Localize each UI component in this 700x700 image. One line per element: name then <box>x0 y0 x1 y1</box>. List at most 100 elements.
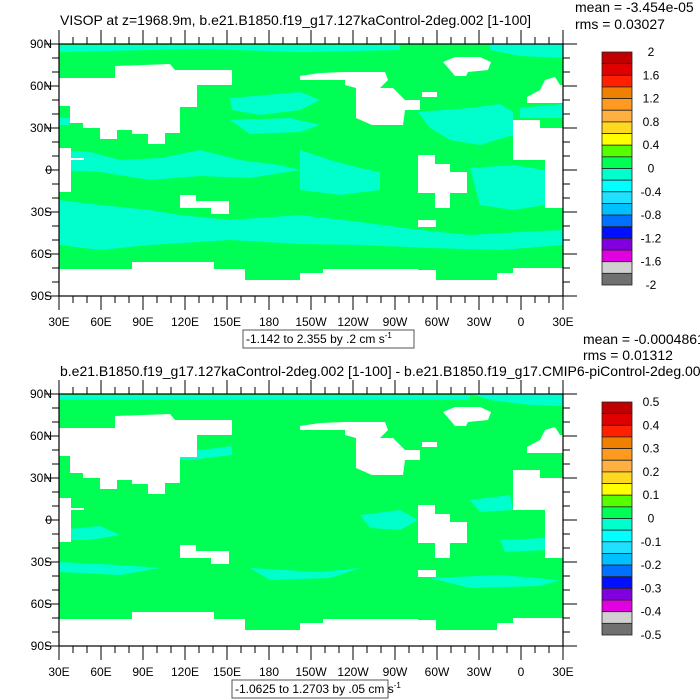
land-mask <box>180 195 229 214</box>
plot-title: VISOP at z=1968.9m, b.e21.B1850.f19_g17.… <box>60 12 531 28</box>
colorbar-box <box>601 272 633 286</box>
range-label-text: -1.142 to 2.355 by .2 cm s <box>246 332 385 346</box>
colorbar-box <box>601 518 633 531</box>
colorbar-label: -0.8 <box>641 208 662 222</box>
colorbar-box <box>601 471 633 484</box>
ocean-field-band <box>300 395 470 400</box>
colorbar-box <box>601 553 633 566</box>
land-mask <box>300 72 420 125</box>
ocean-field-band <box>418 104 513 145</box>
land-mask <box>418 505 467 558</box>
x-tick-label: 180 <box>259 315 279 329</box>
colorbar-box <box>601 401 633 415</box>
colorbar-box <box>601 237 633 251</box>
y-tick-label: 60S <box>31 247 52 261</box>
colorbar-label: -0.3 <box>641 581 662 595</box>
x-tick-label: 150E <box>213 315 241 329</box>
x-tick-label: 150W <box>295 315 327 329</box>
colorbar-box <box>601 121 633 134</box>
ocean-field-band <box>59 200 563 250</box>
land-mask <box>59 414 232 494</box>
x-tick-label: 90E <box>132 665 153 679</box>
y-tick-label: 60S <box>31 597 52 611</box>
colorbar-box <box>601 98 633 111</box>
colorbar-box <box>601 51 633 65</box>
ocean-field-band <box>520 104 563 118</box>
ocean-field-band <box>500 538 545 552</box>
land-mask <box>443 407 491 426</box>
land-mask <box>300 422 420 475</box>
ocean-field-band <box>230 92 320 115</box>
colorbar-label: -0.4 <box>641 605 662 619</box>
map-field <box>59 394 563 646</box>
y-tick-label: 30S <box>31 205 52 219</box>
colorbar: 2 1.6 1.2 0.8 0.4 0 -0.4 -0.8 -1.2 -1.6 -2 <box>601 45 662 292</box>
land-mask <box>180 545 229 564</box>
colorbar-label: -1.2 <box>641 231 662 245</box>
y-tick-label: 60N <box>30 429 52 443</box>
x-tick-label: 90E <box>132 315 153 329</box>
land-mask <box>59 64 232 144</box>
x-tick-label: 30E <box>552 665 573 679</box>
y-tick-label: 90N <box>30 37 52 51</box>
land-mask <box>443 57 491 76</box>
colorbar-label: -2 <box>646 278 657 292</box>
colorbar-label: 1.6 <box>643 68 660 82</box>
y-tick-label: 30N <box>30 121 52 135</box>
colorbar-box <box>601 261 633 274</box>
colorbar-box <box>601 622 633 636</box>
x-tick-label: 90W <box>383 665 408 679</box>
colorbar-label: 0.1 <box>643 488 660 502</box>
x-tick-label: 120W <box>337 315 369 329</box>
x-tick-label: 150W <box>295 665 327 679</box>
ocean-field-band <box>59 45 400 52</box>
ocean-field-band <box>250 568 360 580</box>
colorbar-box <box>601 74 633 88</box>
colorbar-box <box>601 249 633 263</box>
x-tick-label: 30E <box>48 315 69 329</box>
colorbar-box <box>601 529 633 543</box>
ocean-field-band <box>470 495 513 512</box>
colorbar-box <box>601 494 633 508</box>
land-mask <box>422 442 437 447</box>
land-mask <box>527 77 563 103</box>
land-mask <box>513 120 563 208</box>
colorbar-label: -0.1 <box>641 535 662 549</box>
colorbar-box <box>601 133 633 146</box>
colorbar-box <box>601 587 633 601</box>
ocean-field-band <box>59 395 300 400</box>
ocean-field-band <box>59 562 160 575</box>
x-tick-label: 120E <box>171 665 199 679</box>
land-mask <box>527 427 563 453</box>
colorbar-box <box>601 226 633 239</box>
mean-stat: mean = -3.454e-05 <box>575 0 694 15</box>
x-tick-label: 30W <box>467 665 492 679</box>
colorbar-label: -1.6 <box>641 255 662 269</box>
colorbar-box <box>601 109 633 123</box>
colorbar-box <box>601 203 633 216</box>
x-tick-label: 30E <box>552 315 573 329</box>
colorbar-box <box>601 86 633 99</box>
x-tick-label: 60W <box>425 665 450 679</box>
x-tick-label: 60E <box>90 315 111 329</box>
colorbar-box <box>601 483 633 496</box>
y-tick-label: 90S <box>31 639 52 653</box>
colorbar-box <box>601 564 633 578</box>
land-mask <box>59 498 84 542</box>
y-tick-label: 0 <box>45 513 52 527</box>
colorbar-box <box>601 156 633 169</box>
x-tick-label: 120W <box>337 665 369 679</box>
colorbar-box <box>601 214 633 228</box>
colorbar-box <box>601 576 633 589</box>
colorbar-label: 0.8 <box>643 115 660 129</box>
rms-stat: rms = 0.01312 <box>583 347 673 363</box>
colorbar-box <box>601 506 633 519</box>
colorbar-box <box>601 541 633 554</box>
ocean-field-band <box>360 510 418 530</box>
ocean-field-band <box>230 118 320 134</box>
land-mask <box>59 148 84 192</box>
colorbar-label: 2 <box>648 45 655 59</box>
land-mask <box>513 470 563 558</box>
y-tick-label: 0 <box>45 163 52 177</box>
